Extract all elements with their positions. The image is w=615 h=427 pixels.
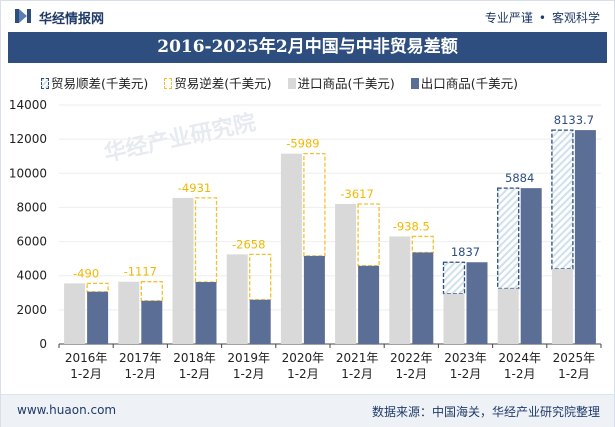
export-bar — [141, 300, 163, 344]
x-tick-label: 1-2月 — [341, 367, 373, 381]
bottom-bar: www.huaon.com 数据来源：中国海关，华经产业研究院整理 — [1, 394, 614, 427]
y-tick-label: 10000 — [9, 166, 47, 180]
y-axis-ticks: 0 2000 4000 6000 8000 10000 12000 14000 — [9, 98, 47, 351]
site-name: 华经情报网 — [39, 12, 105, 27]
balance-label: 8133.7 — [554, 113, 594, 127]
legend-label-surplus: 贸易顺差(千美元) — [51, 76, 149, 91]
legend-swatch-exports — [410, 78, 419, 89]
import-bar — [172, 197, 194, 344]
x-tick-label: 1-2月 — [179, 367, 211, 381]
export-bar — [466, 262, 488, 344]
export-bar — [249, 299, 271, 344]
slogan-left: 专业严谨 — [484, 11, 533, 25]
export-bar — [87, 291, 109, 344]
balance-label: -5989 — [286, 137, 319, 151]
x-tick-label: 1-2月 — [287, 367, 319, 381]
deficit-box — [140, 281, 163, 302]
slogan: 专业严谨 • 客观科学 — [485, 9, 600, 26]
chart-legend: 贸易顺差(千美元) 贸易逆差(千美元) 进口商品(千美元) 出口商品(千美元) — [41, 73, 530, 93]
balance-label: -3617 — [340, 187, 373, 201]
slogan-dot: • — [538, 11, 546, 25]
export-bar — [412, 252, 434, 344]
import-bar — [551, 268, 573, 344]
legend-item-imports: 进口商品(千美元) — [287, 73, 395, 92]
balance-label: -2658 — [232, 237, 265, 251]
balance-label: -938.5 — [393, 219, 430, 233]
deficit-box — [303, 153, 326, 257]
legend-label-exports: 出口商品(千美元) — [420, 76, 519, 91]
x-tick-label: 2022年 — [390, 351, 433, 365]
x-tick-label: 2024年 — [498, 351, 541, 365]
y-tick-label: 8000 — [16, 200, 47, 214]
export-bar — [303, 255, 325, 344]
deficit-box — [411, 235, 434, 254]
legend-label-imports: 进口商品(千美元) — [297, 76, 395, 91]
surplus-box — [551, 129, 574, 270]
balance-label: -490 — [73, 266, 99, 280]
legend-swatch-deficit — [164, 78, 173, 89]
x-tick-label: 2018年 — [173, 351, 216, 365]
balance-label: 1837 — [451, 245, 480, 259]
chart-title: 2016-2025年2月中国与中非贸易差额 — [8, 32, 607, 63]
y-tick-label: 4000 — [16, 269, 47, 283]
x-tick-label: 1-2月 — [124, 367, 156, 381]
y-tick-label: 2000 — [16, 303, 47, 317]
deficit-box — [86, 282, 109, 293]
balance-label: -4931 — [178, 181, 211, 195]
export-bar — [195, 282, 217, 344]
legend-swatch-surplus — [41, 78, 49, 89]
import-bar — [389, 236, 411, 344]
data-source: 数据来源：中国海关，华经产业研究院整理 — [371, 405, 600, 419]
balance-label: -1117 — [124, 265, 157, 279]
y-tick-label: 0 — [39, 337, 47, 351]
import-bar — [497, 288, 519, 344]
x-tick-label: 1-2月 — [70, 367, 102, 381]
balance-label: 5884 — [505, 171, 534, 185]
import-bar — [118, 281, 140, 344]
chart-plot: 华经产业研究院 -490 -1117 -4931 -2658 -5989 -3617 -93… — [9, 98, 602, 381]
export-bar — [574, 130, 596, 344]
legend-swatch-imports — [287, 78, 296, 89]
x-tick-label: 1-2月 — [395, 367, 427, 381]
x-axis-ticks: 2016年 1-2月 2017年 1-2月 2018年 1-2月 2019年 1-2月 2020… — [58, 344, 602, 381]
bar-layer — [64, 129, 596, 344]
export-bar — [358, 265, 380, 344]
legend-item-exports: 出口商品(千美元) — [410, 73, 519, 92]
import-bar — [443, 293, 465, 344]
x-tick-label: 1-2月 — [558, 367, 590, 381]
export-bar — [520, 188, 542, 344]
surplus-box — [442, 261, 466, 295]
x-tick-label: 2016年 — [65, 351, 108, 365]
y-tick-label: 12000 — [9, 132, 47, 146]
deficit-box — [249, 253, 272, 301]
surplus-box — [497, 187, 520, 290]
x-tick-label: 2020年 — [282, 351, 325, 365]
import-bar — [335, 204, 357, 344]
y-tick-label: 14000 — [9, 98, 47, 112]
x-tick-label: 2021年 — [336, 351, 379, 365]
watermark-text: 华经产业研究院 — [102, 109, 258, 166]
y-tick-label: 6000 — [16, 235, 47, 249]
x-tick-label: 1-2月 — [504, 367, 536, 381]
x-tick-label: 2023年 — [444, 351, 487, 365]
label-layer: -490 -1117 -4931 -2658 -5989 -3617 -938.5 1837 5… — [73, 113, 594, 280]
x-tick-label: 1-2月 — [450, 367, 482, 381]
legend-label-deficit: 贸易逆差(千美元) — [174, 76, 272, 91]
deficit-box — [194, 197, 218, 283]
legend-item-deficit: 贸易逆差(千美元) — [164, 73, 272, 92]
x-tick-label: 2025年 — [553, 351, 596, 365]
legend-item-surplus: 贸易顺差(千美元) — [41, 73, 148, 92]
deficit-box — [357, 203, 380, 267]
top-bar: 华经情报网 专业严谨 • 客观科学 — [1, 1, 614, 31]
x-tick-label: 2019年 — [227, 351, 270, 365]
logo-icon — [15, 9, 31, 23]
import-bar — [280, 153, 302, 344]
x-tick-label: 1-2月 — [233, 367, 265, 381]
x-tick-label: 2017年 — [119, 351, 162, 365]
import-bar — [64, 283, 86, 344]
site-url: www.huaon.com — [17, 403, 117, 417]
import-bar — [226, 254, 248, 344]
slogan-right: 客观科学 — [551, 11, 600, 25]
